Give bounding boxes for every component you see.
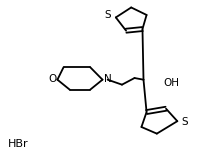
Text: S: S — [104, 10, 111, 20]
Text: O: O — [48, 74, 56, 84]
Text: OH: OH — [162, 78, 178, 88]
Text: N: N — [103, 74, 111, 84]
Text: S: S — [181, 117, 187, 127]
Text: HBr: HBr — [8, 139, 29, 149]
